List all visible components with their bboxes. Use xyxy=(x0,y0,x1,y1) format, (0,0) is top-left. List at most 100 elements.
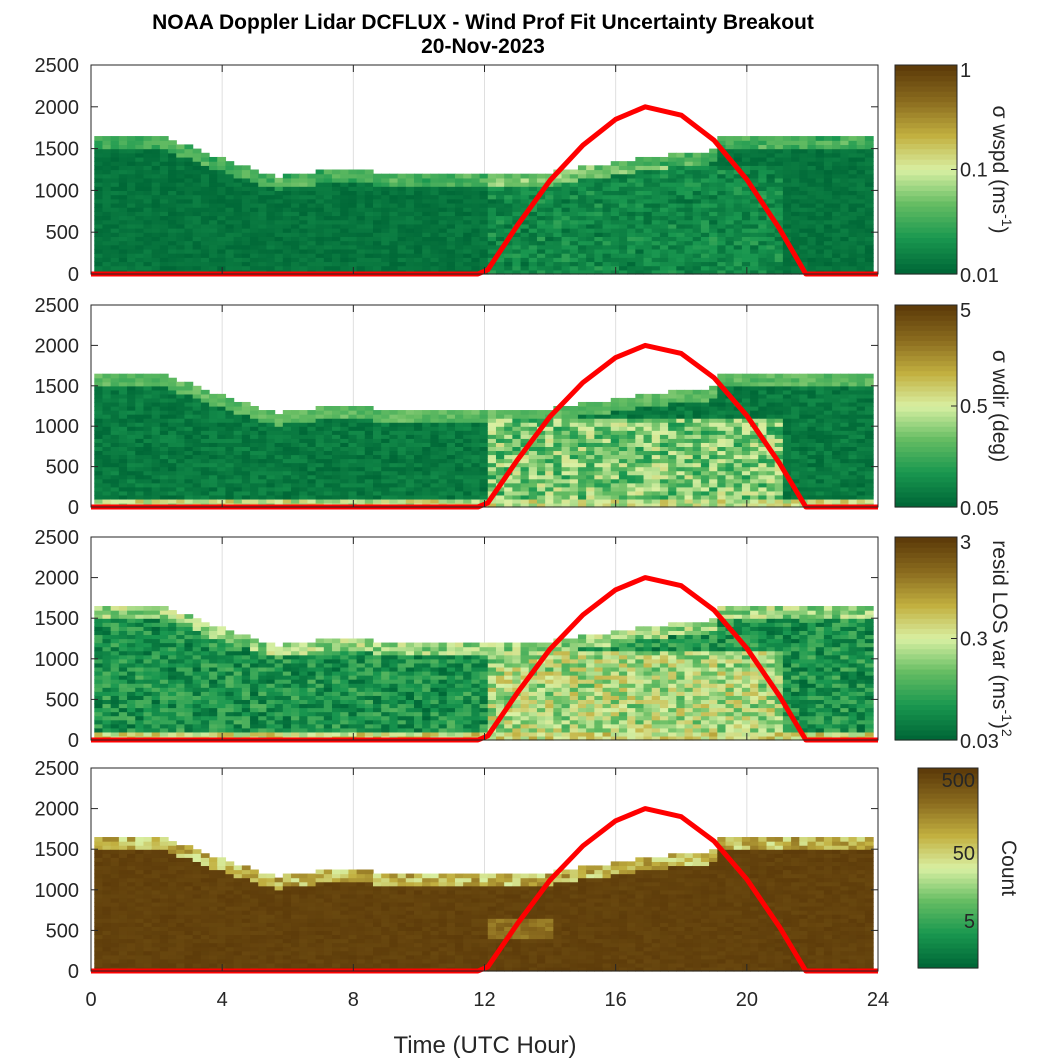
heatmap-cell xyxy=(512,182,522,187)
heatmap-cell xyxy=(504,186,513,191)
heatmap-cell xyxy=(332,186,341,191)
heatmap-cell xyxy=(225,446,235,452)
heatmap-cell xyxy=(266,244,276,250)
heatmap-cell xyxy=(520,494,530,500)
heatmap-cell xyxy=(217,422,227,427)
heatmap-cell xyxy=(233,265,243,271)
heatmap-cell xyxy=(94,406,104,411)
heatmap-cell xyxy=(627,257,636,263)
heatmap-cell xyxy=(209,161,218,166)
heatmap-cell xyxy=(807,182,817,187)
heatmap-cell xyxy=(200,474,210,480)
heatmap-cell xyxy=(381,466,391,472)
heatmap-cell xyxy=(856,194,866,200)
heatmap-cell xyxy=(348,173,358,179)
heatmap-cell xyxy=(454,498,464,504)
heatmap-cell xyxy=(143,401,153,407)
heatmap-cell xyxy=(733,261,743,267)
heatmap-cell xyxy=(512,202,522,208)
heatmap-cell xyxy=(332,470,341,476)
heatmap-cell xyxy=(733,426,743,431)
heatmap-cell xyxy=(495,173,505,179)
heatmap-cell xyxy=(282,248,292,254)
heatmap-cell xyxy=(586,173,595,179)
heatmap-cell xyxy=(282,494,292,500)
heatmap-cell xyxy=(709,490,718,496)
heatmap-cell xyxy=(610,219,620,225)
heatmap-cell xyxy=(594,198,604,204)
heatmap-cell xyxy=(553,458,563,464)
heatmap-cell xyxy=(323,257,333,263)
heatmap-cell xyxy=(184,169,194,175)
heatmap-cell xyxy=(209,202,218,208)
heatmap-cell xyxy=(651,466,661,472)
heatmap-cell xyxy=(823,198,833,204)
heatmap-cell xyxy=(176,177,186,183)
heatmap-cell xyxy=(438,470,448,476)
heatmap-cell xyxy=(741,406,751,411)
heatmap-cell xyxy=(94,446,104,452)
heatmap-cell xyxy=(528,240,538,246)
heatmap-cell xyxy=(348,265,358,271)
heatmap-cell xyxy=(192,446,202,452)
heatmap-cell xyxy=(225,438,235,443)
heatmap-cell xyxy=(815,232,825,237)
heatmap-cell xyxy=(766,490,776,496)
heatmap-cell xyxy=(250,219,259,225)
heatmap-cell xyxy=(159,240,169,246)
heatmap-cell xyxy=(225,401,235,407)
heatmap-cell xyxy=(159,136,169,141)
heatmap-cell xyxy=(127,498,136,504)
heatmap-cell xyxy=(405,215,415,221)
heatmap-cell xyxy=(413,482,423,488)
heatmap-cell xyxy=(299,434,309,439)
heatmap-cell xyxy=(627,401,636,407)
heatmap-cell xyxy=(217,442,227,447)
heatmap-cell xyxy=(659,482,669,488)
heatmap-cell xyxy=(381,462,391,468)
heatmap-cell xyxy=(176,215,186,221)
heatmap-cell xyxy=(323,194,333,200)
heatmap-cell xyxy=(389,244,399,250)
heatmap-cell xyxy=(209,215,218,221)
heatmap-cell xyxy=(643,434,653,439)
heatmap-cell xyxy=(586,248,595,254)
heatmap-cell xyxy=(266,438,276,443)
heatmap-cell xyxy=(168,494,177,500)
heatmap-cell xyxy=(250,198,259,204)
heatmap-cell xyxy=(471,426,481,431)
heatmap-cell xyxy=(782,228,792,233)
heatmap-cell xyxy=(782,244,792,250)
heatmap-cell xyxy=(364,494,374,500)
heatmap-cell xyxy=(299,430,309,435)
heatmap-cell xyxy=(823,173,833,179)
heatmap-cell xyxy=(627,269,636,275)
heatmap-cell xyxy=(725,265,735,271)
heatmap-cell xyxy=(684,202,694,208)
heatmap-cell xyxy=(684,410,694,415)
heatmap-cell xyxy=(504,454,513,460)
colorbar-step xyxy=(895,263,957,270)
heatmap-cell xyxy=(586,434,595,439)
heatmap-cell xyxy=(250,450,259,456)
heatmap-cell xyxy=(299,219,309,225)
heatmap-cell xyxy=(791,148,800,154)
heatmap-cell xyxy=(586,430,595,435)
heatmap-cell xyxy=(356,219,366,225)
heatmap-cell xyxy=(577,434,587,439)
heatmap-cell xyxy=(627,442,636,447)
heatmap-cell xyxy=(864,173,874,179)
heatmap-cell xyxy=(217,265,227,271)
heatmap-cell xyxy=(413,490,423,496)
heatmap-cell xyxy=(832,190,841,196)
heatmap-cell xyxy=(241,490,251,496)
heatmap-cell xyxy=(807,223,817,229)
heatmap-cell xyxy=(799,215,809,221)
heatmap-cell xyxy=(438,244,448,250)
heatmap-cell xyxy=(405,438,415,443)
heatmap-cell xyxy=(594,248,604,254)
heatmap-cell xyxy=(815,244,825,250)
heatmap-cell xyxy=(561,177,571,183)
heatmap-cell xyxy=(528,430,538,435)
heatmap-cell xyxy=(168,377,177,383)
